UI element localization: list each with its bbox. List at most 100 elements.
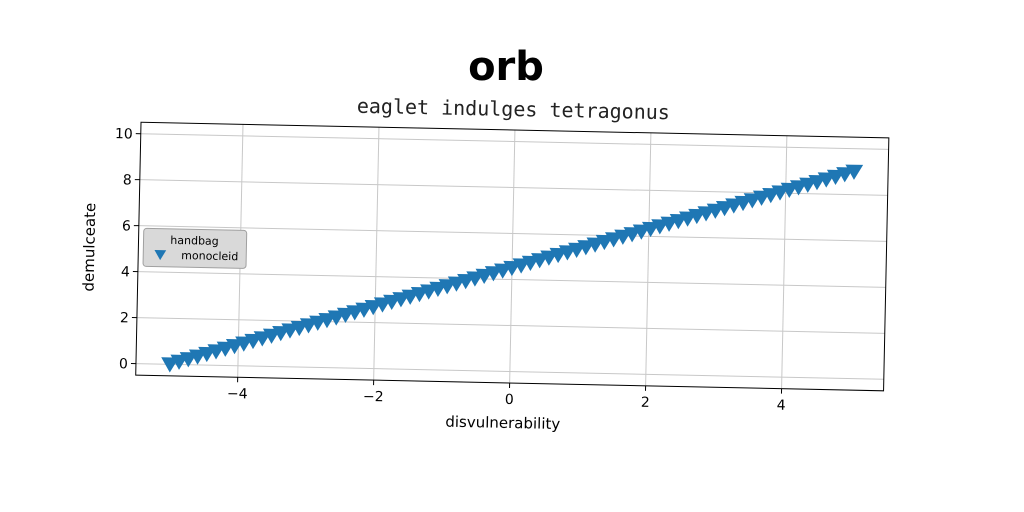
data-point bbox=[466, 271, 485, 287]
legend-title: handbag bbox=[170, 234, 219, 248]
data-point bbox=[299, 318, 318, 334]
data-point bbox=[383, 294, 401, 311]
y-tick-label: 0 bbox=[119, 356, 128, 372]
data-point bbox=[438, 279, 457, 295]
data-point bbox=[697, 206, 716, 222]
data-point bbox=[752, 190, 771, 206]
data-point bbox=[780, 182, 799, 199]
data-point bbox=[845, 164, 864, 180]
legend-entry-monocleid: monocleid bbox=[181, 249, 238, 263]
data-point bbox=[373, 297, 392, 313]
data-point bbox=[669, 214, 688, 230]
data-point bbox=[651, 219, 669, 235]
data-point bbox=[605, 232, 623, 248]
data-point bbox=[549, 247, 568, 264]
data-point bbox=[678, 211, 697, 227]
data-point bbox=[207, 344, 226, 360]
data-point bbox=[632, 224, 651, 240]
data-point bbox=[642, 221, 660, 238]
data-point bbox=[715, 201, 734, 217]
data-point bbox=[346, 305, 364, 321]
figure-suptitle: orb bbox=[468, 44, 544, 90]
data-point bbox=[558, 245, 577, 261]
data-point bbox=[586, 237, 605, 253]
x-grid-line bbox=[373, 127, 380, 381]
data-point bbox=[531, 253, 549, 269]
y-grid-line bbox=[137, 271, 886, 288]
data-point bbox=[262, 328, 281, 344]
data-point bbox=[808, 174, 827, 191]
data-point bbox=[309, 315, 327, 331]
y-tick-label: 10 bbox=[115, 126, 133, 142]
y-axis-label: demulceate bbox=[79, 203, 99, 292]
data-point bbox=[799, 177, 817, 193]
data-point bbox=[743, 193, 762, 209]
data-point bbox=[410, 286, 429, 303]
data-point bbox=[188, 349, 207, 365]
data-point bbox=[355, 302, 374, 318]
data-point bbox=[327, 310, 346, 326]
data-point bbox=[336, 307, 355, 324]
scatter-points bbox=[161, 164, 864, 373]
data-point bbox=[290, 320, 309, 337]
data-point bbox=[503, 260, 522, 277]
data-point bbox=[179, 352, 198, 368]
data-point bbox=[614, 229, 633, 245]
data-point bbox=[762, 187, 780, 204]
grid-lines bbox=[135, 124, 889, 389]
data-point bbox=[457, 273, 475, 290]
data-point bbox=[401, 289, 420, 305]
data-point bbox=[660, 216, 679, 232]
legend-marker-monocleid bbox=[154, 250, 167, 261]
data-point bbox=[447, 276, 466, 292]
data-point bbox=[595, 234, 614, 251]
data-point bbox=[836, 167, 854, 183]
data-point bbox=[475, 268, 494, 284]
y-grid-line bbox=[136, 317, 885, 334]
y-tick-label: 2 bbox=[120, 310, 129, 326]
data-point bbox=[429, 281, 448, 298]
data-point bbox=[706, 203, 725, 219]
data-point bbox=[725, 198, 743, 214]
data-point bbox=[161, 357, 179, 373]
x-grid-line bbox=[781, 135, 788, 389]
x-tick-label: −4 bbox=[227, 386, 248, 402]
data-point bbox=[521, 255, 540, 271]
data-point bbox=[318, 313, 337, 329]
data-point bbox=[225, 339, 244, 355]
x-tick-label: 4 bbox=[777, 398, 786, 414]
x-axis-label: disvulnerability bbox=[445, 413, 560, 433]
data-point bbox=[623, 227, 642, 243]
data-point bbox=[244, 333, 263, 350]
data-point bbox=[170, 354, 189, 370]
y-tick-label: 4 bbox=[121, 264, 130, 280]
x-grid-line bbox=[645, 132, 652, 386]
y-grid-line bbox=[135, 363, 884, 380]
data-point bbox=[771, 185, 790, 201]
data-point bbox=[789, 180, 808, 196]
data-point bbox=[216, 341, 235, 357]
data-point bbox=[568, 242, 586, 258]
data-point bbox=[281, 323, 300, 339]
x-tick-label: 2 bbox=[641, 395, 650, 411]
data-point bbox=[198, 346, 216, 363]
data-point bbox=[688, 208, 706, 225]
data-point bbox=[484, 266, 503, 282]
legend-box bbox=[142, 227, 248, 269]
data-point bbox=[253, 331, 272, 347]
axis-ticks: −4 −2 0 2 4 0 2 4 6 8 10 bbox=[115, 126, 786, 414]
data-point bbox=[577, 240, 596, 256]
x-tick-label: 0 bbox=[505, 392, 514, 408]
data-point bbox=[235, 336, 253, 352]
plot-group: eaglet indulges tetragonus −4 −2 0 2 4 0 2 4 6 8 1… bbox=[79, 94, 890, 433]
y-grid-line bbox=[140, 133, 889, 150]
data-point bbox=[272, 326, 290, 342]
y-tick-label: 6 bbox=[122, 218, 131, 234]
legend: handbag monocleid bbox=[142, 227, 248, 269]
data-point bbox=[826, 169, 845, 186]
chart-title: eaglet indulges tetragonus bbox=[357, 94, 671, 125]
x-grid-line bbox=[509, 130, 516, 383]
data-point bbox=[364, 299, 383, 316]
y-tick-label: 8 bbox=[123, 172, 132, 188]
